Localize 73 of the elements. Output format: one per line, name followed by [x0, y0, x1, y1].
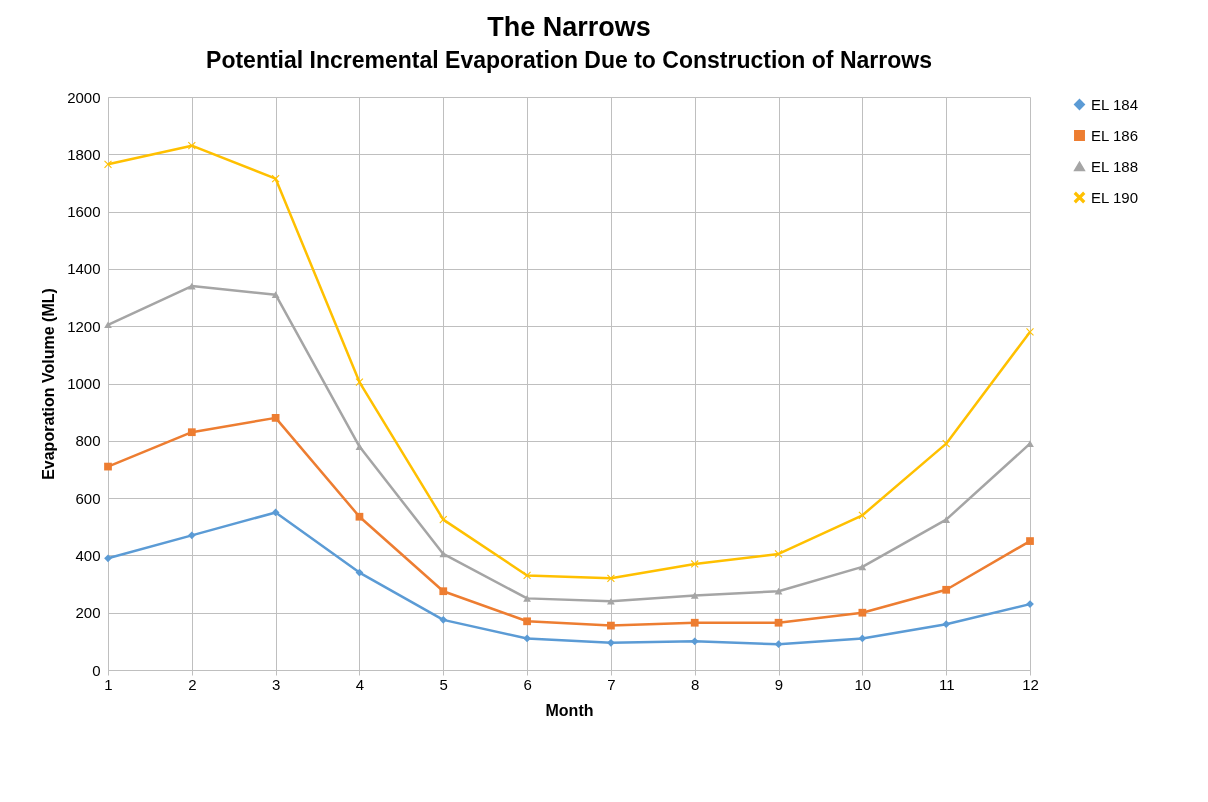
- point: [187, 141, 196, 150]
- point: [858, 511, 867, 520]
- point: [942, 439, 951, 448]
- point: [858, 563, 867, 571]
- point: [774, 587, 783, 595]
- point: [858, 608, 867, 617]
- point: [523, 595, 531, 602]
- point: [439, 515, 448, 524]
- point: [774, 618, 783, 627]
- y-tick-label: 200: [75, 604, 101, 622]
- x-tick-label: 3: [271, 675, 281, 693]
- chart-title: The Narrows: [487, 12, 651, 42]
- x-tick-label: 2: [188, 675, 197, 693]
- point: [104, 554, 112, 563]
- point: [690, 560, 699, 568]
- x-tick-label: 12: [1022, 675, 1039, 693]
- x-tick-label: 7: [607, 675, 616, 693]
- point: [187, 428, 196, 437]
- point: [187, 531, 196, 540]
- point: [1026, 440, 1034, 448]
- x-tick-label: 9: [774, 675, 784, 693]
- point: [523, 634, 531, 643]
- point: [942, 620, 951, 629]
- y-tick-label: 1600: [67, 203, 101, 221]
- point: [607, 621, 615, 630]
- legend-label: EL 188: [1091, 157, 1138, 175]
- y-tick-label: 1400: [67, 260, 101, 278]
- point: [104, 321, 112, 329]
- chart-subtitle: Potential Incremental Evaporation Due to Construction of Narrows: [206, 47, 932, 73]
- x-tick-label: 1: [104, 675, 113, 693]
- point: [942, 585, 951, 594]
- point: [858, 634, 867, 643]
- x-tick-label: 8: [691, 675, 700, 693]
- legend-label: EL 186: [1091, 126, 1138, 144]
- x-tick-label: 11: [938, 675, 955, 693]
- y-tick-label: 1800: [67, 145, 101, 163]
- point: [607, 574, 615, 583]
- point: [271, 508, 280, 517]
- point: [1026, 537, 1034, 545]
- y-tick-label: 400: [75, 546, 101, 564]
- x-tick-label: 5: [439, 675, 448, 693]
- point: [439, 587, 448, 596]
- point: [271, 291, 280, 299]
- point: [774, 640, 783, 649]
- point: [523, 617, 531, 626]
- y-tick-label: 2000: [67, 88, 101, 106]
- point: [774, 550, 783, 558]
- legend-label: EL 190: [1091, 188, 1138, 206]
- x-axis-title: Month: [545, 701, 594, 719]
- x-tick-label: 6: [523, 675, 532, 693]
- point: [690, 618, 699, 627]
- y-tick-label: 800: [75, 432, 101, 450]
- point: [690, 592, 699, 599]
- point: [942, 516, 951, 523]
- y-tick-label: 1000: [67, 375, 101, 392]
- point: [523, 571, 531, 580]
- point: [607, 597, 615, 605]
- y-tick-label: 600: [75, 489, 101, 507]
- y-tick-label: 0: [92, 661, 101, 679]
- y-tick-label: 1200: [67, 317, 101, 335]
- point: [355, 443, 364, 450]
- point: [439, 615, 448, 624]
- x-tick-label: 10: [854, 675, 872, 693]
- point: [271, 414, 280, 422]
- point: [104, 462, 112, 471]
- point: [607, 638, 615, 647]
- point: [271, 174, 280, 183]
- point: [355, 512, 364, 521]
- point: [104, 160, 112, 169]
- legend-label: EL 184: [1091, 95, 1138, 113]
- point: [355, 378, 364, 386]
- x-tick-label: 4: [355, 675, 365, 693]
- y-axis-title: Evaporation Volume (ML): [40, 288, 58, 480]
